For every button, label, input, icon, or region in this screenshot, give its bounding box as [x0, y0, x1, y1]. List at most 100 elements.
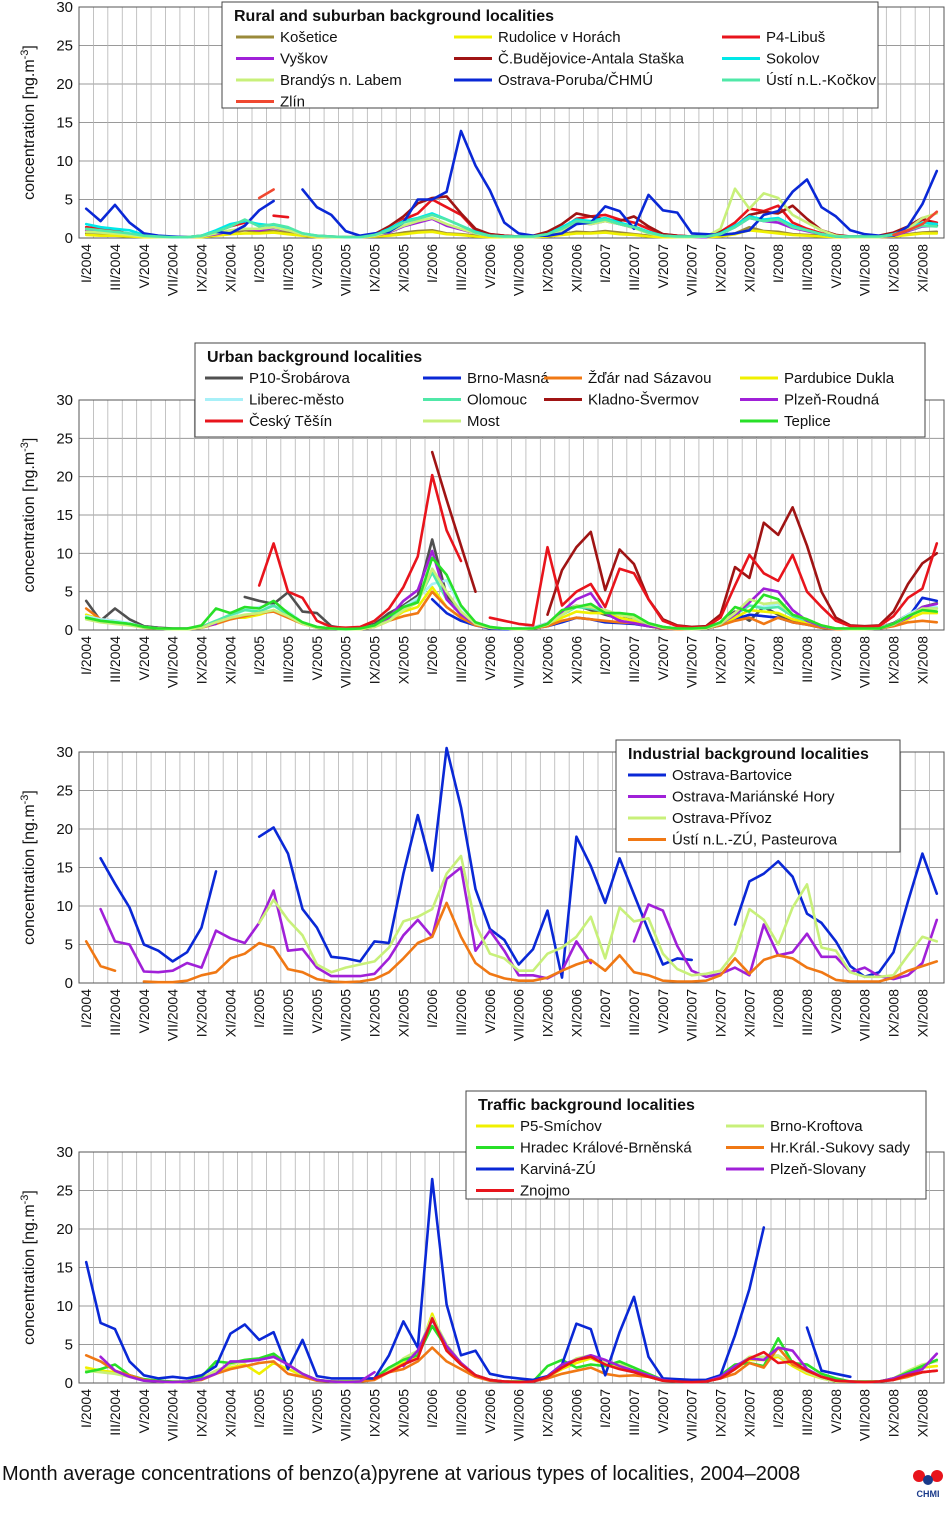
y-tick-label: 15: [56, 115, 73, 132]
x-tick-label: VII/2007: [684, 244, 700, 296]
legend-entry: Ostrava-Přívoz: [672, 810, 772, 827]
x-tick-label: VII/2006: [511, 636, 527, 688]
x-tick-label: VII/2006: [511, 1389, 527, 1441]
y-tick-label: 15: [56, 507, 73, 524]
chart-title: Traffic background localities: [478, 1097, 695, 1114]
legend-entry: Rudolice v Horách: [498, 29, 621, 46]
legend-entry: Ostrava-Poruba/ČHMÚ: [498, 72, 653, 89]
legend-entry: Teplice: [784, 413, 831, 430]
legend-entry: Most: [467, 413, 500, 430]
x-tick-label: I/2008: [770, 989, 786, 1028]
legend-entry: Brno-Masná: [467, 370, 549, 387]
x-tick-label: I/2007: [597, 244, 613, 283]
x-tick-label: IX/2008: [886, 636, 902, 684]
legend-entry: Olomouc: [467, 392, 528, 409]
x-tick-label: III/2008: [799, 989, 815, 1036]
x-tick-label: VII/2004: [165, 636, 181, 688]
legend-entry: Ostrava-Bartovice: [672, 767, 792, 784]
chmi-logo-icon: [913, 1470, 943, 1485]
x-tick-label: IX/2006: [540, 1389, 556, 1437]
x-tick-label: VII/2004: [165, 1389, 181, 1441]
x-tick-label: IX/2008: [886, 244, 902, 292]
chart-title: Industrial background localities: [628, 746, 869, 763]
y-tick-label: 5: [65, 1337, 73, 1354]
series-line: [84, 1177, 852, 1382]
y-tick-label: 5: [65, 584, 73, 601]
x-tick-label: III/2006: [453, 244, 469, 291]
chart-panel-4: 0 5 10 15 20 25 30 I/2004 III/2004 V/2004 VII/2004…: [19, 1090, 945, 1441]
x-tick-label: III/2004: [107, 244, 123, 291]
legend-entry: P10-Šrobárova: [249, 370, 351, 387]
x-tick-label: XI/2006: [568, 636, 584, 684]
y-tick-label: 20: [56, 469, 73, 486]
legend-entry: Sokolov: [766, 51, 820, 68]
x-tick-label: I/2007: [597, 989, 613, 1028]
x-tick-label: XI/2004: [222, 636, 238, 684]
legend-entry: Žďár nad Sázavou: [588, 370, 711, 387]
x-tick-label: VII/2004: [165, 244, 181, 296]
series-line: [373, 1317, 939, 1384]
legend: Urban background localities P10-Šrobárova…: [194, 342, 926, 438]
y-tick-label: 25: [56, 1183, 73, 1200]
x-tick-label: XI/2007: [741, 244, 757, 292]
x-tick-label: V/2008: [828, 1389, 844, 1434]
y-axis-label: concentration [ng.m-3]: [19, 438, 38, 593]
x-tick-label: V/2006: [482, 1389, 498, 1434]
legend-entry: Kladno-Švermov: [588, 392, 699, 409]
x-tick-label: VII/2005: [338, 989, 354, 1041]
y-tick-label: 15: [56, 860, 73, 877]
legend-entry: Český Těšín: [249, 413, 332, 430]
x-tick-label: V/2005: [309, 1389, 325, 1434]
x-tick-label: I/2005: [251, 1389, 267, 1428]
x-tick-label: XI/2004: [222, 989, 238, 1037]
legend-entry: Košetice: [280, 29, 338, 46]
y-tick-label: 0: [65, 1375, 73, 1392]
x-tick-label: VII/2008: [857, 636, 873, 688]
x-tick-label: V/2007: [655, 244, 671, 289]
y-axis-label: concentration [ng.m-3]: [19, 45, 38, 200]
y-tick-label: 0: [65, 230, 73, 247]
x-tick-label: VII/2007: [684, 1389, 700, 1441]
x-tick-label: IX/2006: [540, 636, 556, 684]
x-tick-label: I/2005: [251, 636, 267, 675]
y-tick-label: 0: [65, 975, 73, 992]
chart-title: Urban background localities: [207, 349, 422, 366]
chmi-logo-text: CHMI: [916, 1489, 940, 1499]
x-tick-label: I/2005: [251, 244, 267, 283]
legend-entry: Hr.Král.-Sukovy sady: [770, 1140, 911, 1157]
y-tick-label: 10: [56, 153, 73, 170]
series-line: [84, 901, 939, 984]
x-tick-label: V/2008: [828, 636, 844, 681]
x-tick-label: I/2008: [770, 244, 786, 283]
x-tick-label: XI/2005: [395, 1389, 411, 1437]
x-tick-label: VII/2008: [857, 1389, 873, 1441]
legend-box: [194, 342, 926, 438]
x-tick-label: IX/2004: [194, 636, 210, 684]
x-tick-label: III/2004: [107, 1389, 123, 1436]
x-tick-label: I/2006: [424, 1389, 440, 1428]
x-tick-label: I/2007: [597, 636, 613, 675]
legend-entry: Hradec Králové-Brněnská: [520, 1140, 692, 1157]
x-tick-label: V/2005: [309, 636, 325, 681]
x-tick-label: I/2004: [78, 989, 94, 1028]
y-tick-label: 25: [56, 783, 73, 800]
x-tick-label: I/2008: [770, 1389, 786, 1428]
chart-panel-1: 0 5 10 15 20 25 30 I/2004 III/2004 V/2004 VII/2004…: [19, 0, 945, 296]
x-tick-label: III/2005: [280, 1389, 296, 1436]
legend-entry: Brandýs n. Labem: [280, 72, 402, 89]
x-tick-label: I/2004: [78, 636, 94, 675]
x-tick-label: IX/2006: [540, 989, 556, 1037]
x-tick-label: V/2004: [136, 636, 152, 681]
chmi-logo: CHMI: [910, 1467, 946, 1509]
x-tick-label: III/2006: [453, 636, 469, 683]
x-tick-label: III/2007: [626, 636, 642, 683]
x-tick-label: IX/2004: [194, 1389, 210, 1437]
x-tick-label: IX/2005: [367, 636, 383, 684]
series-line: [84, 213, 939, 239]
x-tick-label: III/2004: [107, 989, 123, 1036]
y-tick-label: 30: [56, 392, 73, 409]
x-tick-label: IX/2004: [194, 244, 210, 292]
x-tick-label: V/2005: [309, 244, 325, 289]
x-tick-label: IX/2008: [886, 1389, 902, 1437]
legend-entry: Č.Budějovice-Antala Staška: [498, 51, 685, 68]
